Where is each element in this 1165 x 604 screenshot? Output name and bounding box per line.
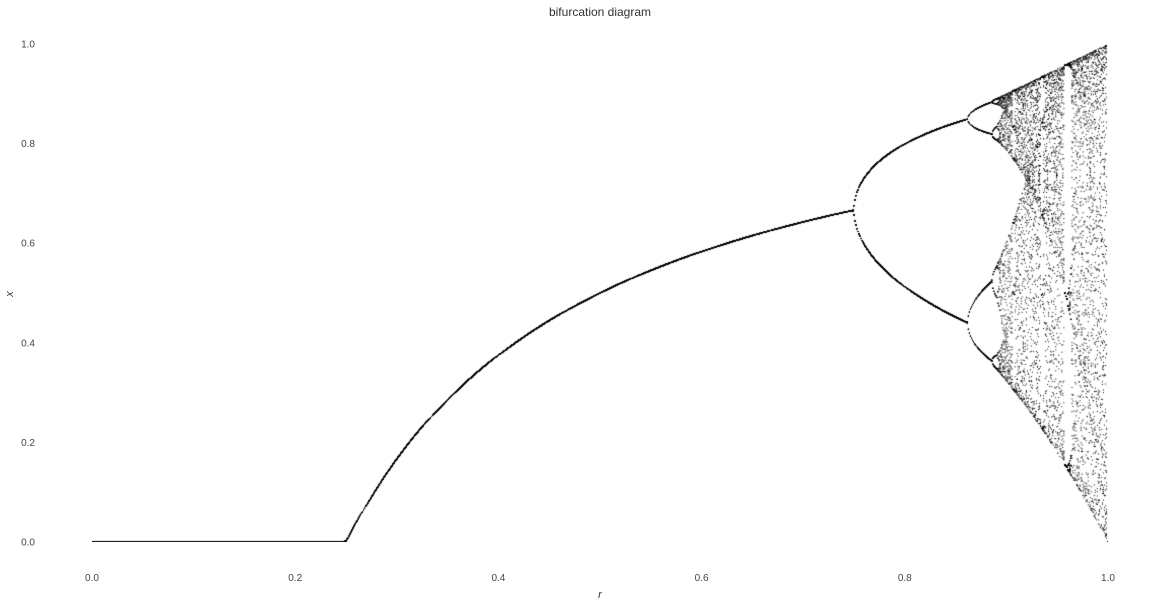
x-axis-ticks: 0.0 0.2 0.4 0.6 0.8 1.0 <box>85 573 1115 584</box>
x-tick-label: 0.0 <box>85 573 99 584</box>
y-axis-label: x <box>4 291 16 298</box>
y-tick-label: 0.6 <box>21 239 35 250</box>
y-axis-ticks: 0.0 0.2 0.4 0.6 0.8 1.0 <box>21 40 35 549</box>
y-tick-label: 0.8 <box>21 139 35 150</box>
bifurcation-points <box>92 44 1108 542</box>
x-axis-label: r <box>598 589 603 601</box>
x-tick-label: 0.8 <box>898 573 912 584</box>
y-tick-label: 0.4 <box>21 338 35 349</box>
x-tick-label: 0.2 <box>288 573 302 584</box>
plot-area <box>92 44 1108 542</box>
chart-title: bifurcation diagram <box>549 5 651 19</box>
x-tick-label: 0.6 <box>695 573 709 584</box>
y-tick-label: 0.2 <box>21 438 35 449</box>
y-tick-label: 1.0 <box>21 40 35 51</box>
y-tick-label: 0.0 <box>21 538 35 549</box>
x-tick-label: 1.0 <box>1101 573 1115 584</box>
x-tick-label: 0.4 <box>491 573 505 584</box>
